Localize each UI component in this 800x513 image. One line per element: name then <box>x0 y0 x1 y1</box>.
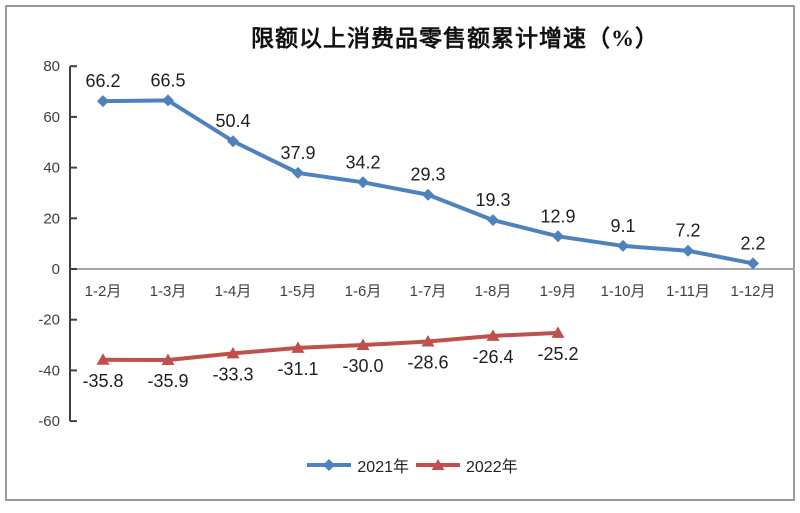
data-label: 12.9 <box>540 206 575 226</box>
data-point-diamond <box>682 244 694 257</box>
x-category-label: 1-5月 <box>280 283 317 300</box>
y-tick-label: -20 <box>38 312 60 329</box>
data-point-diamond <box>227 135 239 148</box>
legend-marker-2022-line-triangle-icon <box>416 459 460 470</box>
data-label: 66.2 <box>85 71 120 91</box>
y-tick-label: 20 <box>43 210 60 227</box>
data-point-diamond <box>97 95 109 108</box>
data-label: 50.4 <box>215 111 250 131</box>
data-point-triangle <box>356 338 370 351</box>
data-point-diamond <box>357 176 369 189</box>
data-label: -31.1 <box>277 359 318 379</box>
chart-legend: 2021年 2022年 <box>19 453 800 477</box>
data-point-triangle <box>96 353 110 365</box>
x-category-label: 1-11月 <box>666 283 710 300</box>
y-tick-label: -40 <box>38 362 60 379</box>
data-point-diamond <box>487 214 499 227</box>
x-category-label: 1-12月 <box>730 283 775 300</box>
chart-title: 限额以上消费品零售额累计增速（%） <box>251 26 659 51</box>
data-label: -33.3 <box>212 364 253 384</box>
data-point-diamond <box>617 239 629 252</box>
data-label: -35.9 <box>147 371 188 391</box>
y-tick-label: 40 <box>43 160 60 177</box>
data-label: -28.6 <box>407 353 448 373</box>
data-point-diamond <box>292 166 304 179</box>
data-label: -35.8 <box>82 371 123 391</box>
legend-label-2021: 2021年 <box>357 459 409 476</box>
x-category-label: 1-9月 <box>540 283 577 300</box>
y-tick-label: 0 <box>52 261 60 278</box>
series-line-2022年 <box>101 330 560 363</box>
data-point-triangle <box>551 326 565 338</box>
chart-plot-area: 80 60 40 20 0 -20 -40 -60 1-2月 1-3月 1-4月 1-5月 1-6月 1-… <box>38 58 795 430</box>
legend-item-2022: 2022年 <box>415 453 518 477</box>
x-category-label: 1-7月 <box>410 283 447 300</box>
data-label: 7.2 <box>675 221 700 241</box>
data-point-diamond <box>162 94 174 107</box>
y-tick-label: 80 <box>43 58 60 75</box>
x-category-label: 1-2月 <box>85 283 122 300</box>
data-label: 37.9 <box>280 143 315 163</box>
data-point-triangle <box>161 353 175 366</box>
data-label: 2.2 <box>740 233 765 253</box>
data-label: -26.4 <box>472 347 513 367</box>
data-point-triangle <box>486 329 500 341</box>
x-category-label: 1-4月 <box>215 283 252 300</box>
x-category-label: 1-10月 <box>600 283 645 300</box>
data-label: -25.2 <box>537 344 578 364</box>
data-point-diamond <box>552 230 564 243</box>
x-category-label: 1-6月 <box>345 283 382 300</box>
y-tick-label: -60 <box>38 413 60 430</box>
y-tick-label: 60 <box>43 109 60 126</box>
data-point-triangle <box>226 346 240 359</box>
chart-frame: 限额以上消费品零售额累计增速（%） 80 60 40 20 0 -20 -40 -60 1-2月… <box>5 5 795 501</box>
data-label: 29.3 <box>410 165 445 185</box>
data-point-triangle <box>291 341 305 353</box>
data-point-diamond <box>747 257 759 270</box>
data-point-diamond <box>422 188 434 201</box>
x-category-label: 1-8月 <box>475 283 512 300</box>
x-category-label: 1-3月 <box>150 283 187 300</box>
data-label: 19.3 <box>475 190 510 210</box>
legend-marker-2021-line-diamond-icon <box>307 459 352 471</box>
data-label: -30.0 <box>342 356 383 376</box>
data-label: 9.1 <box>610 216 635 236</box>
legend-item-2021: 2021年 <box>306 453 409 477</box>
data-point-triangle <box>421 335 435 347</box>
legend-label-2022: 2022年 <box>466 459 518 476</box>
data-label: 34.2 <box>345 152 380 172</box>
data-label: 66.5 <box>150 70 185 90</box>
